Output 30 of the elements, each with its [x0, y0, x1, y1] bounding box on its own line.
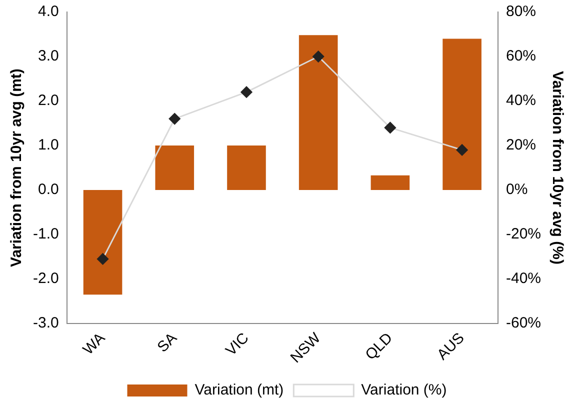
y2-tick-label: -40% — [506, 270, 542, 288]
y2-axis-title: Variation from 10yr avg (%) — [548, 71, 566, 264]
y2-tick-label: 20% — [506, 136, 536, 154]
legend-label: Variation (%) — [361, 382, 447, 399]
y2-tick-label: 0% — [506, 181, 528, 198]
y-axis-title: Variation from 10yr avg (mt) — [8, 68, 26, 267]
y2-tick-label: 80% — [506, 3, 536, 20]
bar — [298, 35, 338, 190]
y2-tick-label: -60% — [506, 314, 542, 332]
bar — [83, 190, 122, 295]
y2-tick-label: 60% — [506, 48, 536, 65]
bar — [442, 38, 482, 190]
x-tick-label: SA — [154, 330, 180, 356]
legend-label: Variation (mt) — [194, 382, 284, 399]
y2-tick-label: -20% — [506, 226, 542, 243]
y2-tick-label: 40% — [506, 92, 536, 110]
x-tick-label: QLD — [362, 330, 396, 364]
x-tick-label: VIC — [222, 330, 252, 360]
y-tick-label: -1.0 — [32, 226, 59, 243]
bar — [370, 175, 410, 190]
y-tick-label: 0.0 — [38, 181, 59, 198]
y-tick-label: 4.0 — [38, 3, 59, 20]
y-tick-label: 3.0 — [38, 48, 59, 65]
y-tick-label: -3.0 — [32, 314, 59, 332]
bar — [227, 146, 266, 190]
y-tick-label: -2.0 — [32, 270, 59, 288]
x-tick-label: WA — [80, 330, 109, 358]
y-tick-label: 2.0 — [38, 92, 59, 110]
y-tick-label: 1.0 — [38, 136, 59, 154]
bar — [155, 146, 194, 190]
